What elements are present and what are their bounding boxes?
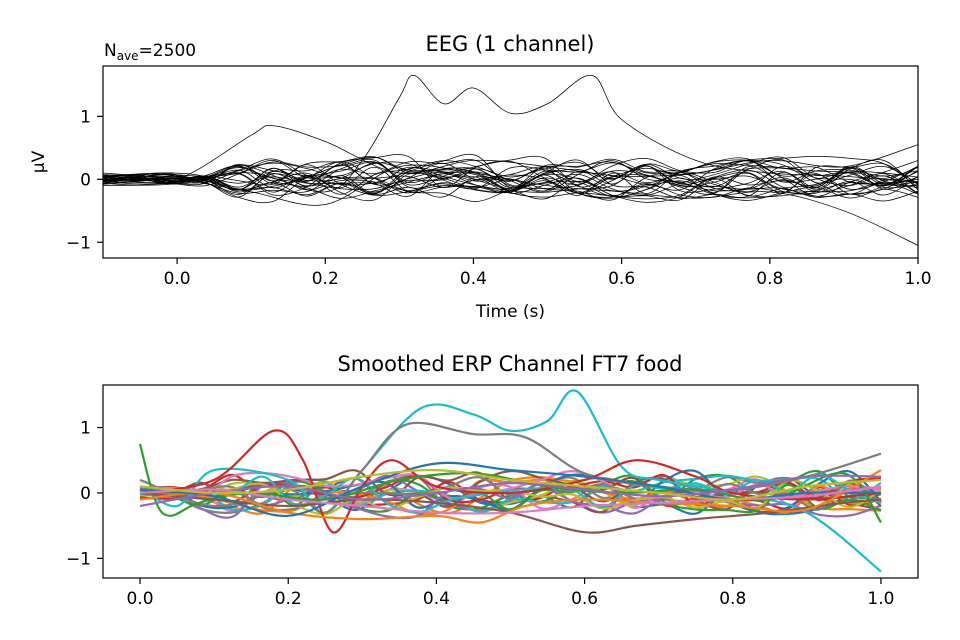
series-line-2 bbox=[139, 429, 882, 534]
trace-line bbox=[103, 160, 918, 194]
trace-line bbox=[103, 161, 918, 196]
trace-line bbox=[139, 473, 882, 514]
x-tick-label: 0.6 bbox=[571, 589, 598, 609]
trace-line bbox=[103, 162, 918, 198]
eeg-x-axis-label: Time (s) bbox=[475, 302, 545, 322]
eeg-title: EEG (1 channel) bbox=[425, 32, 594, 56]
trace-line bbox=[103, 156, 918, 192]
trace-line bbox=[103, 163, 918, 193]
erp-title: Smoothed ERP Channel FT7 food bbox=[337, 352, 682, 376]
erp-ticks: 0.0 0.2 0.4 0.6 0.8 1.0 1 0 −1 bbox=[66, 419, 895, 609]
x-tick-label: 0.4 bbox=[460, 269, 487, 289]
x-tick-label: 0.2 bbox=[312, 269, 339, 289]
series-line-3 bbox=[138, 443, 882, 524]
trace-line bbox=[139, 476, 882, 512]
trace-line bbox=[103, 159, 918, 196]
y-tick-label: 1 bbox=[80, 419, 91, 439]
series-line-9 bbox=[139, 468, 882, 501]
nave-prefix: N bbox=[104, 41, 117, 61]
eeg-ticks: 0.0 0.2 0.4 0.6 0.8 1.0 1 0 −1 bbox=[66, 107, 932, 289]
x-tick-label: 1.0 bbox=[867, 589, 894, 609]
y-tick-label: −1 bbox=[66, 233, 91, 253]
nave-subscript: ave bbox=[117, 49, 139, 63]
eeg-y-axis-label: µV bbox=[29, 150, 49, 173]
series-line-0 bbox=[103, 75, 918, 193]
erp-axes-frame bbox=[102, 384, 919, 579]
nave-value: =2500 bbox=[139, 41, 197, 61]
nave-annotation: Nave=2500 bbox=[104, 41, 196, 63]
y-tick-label: 0 bbox=[80, 170, 91, 190]
x-tick-label: 0.8 bbox=[719, 589, 746, 609]
trace-line bbox=[103, 156, 918, 196]
series-line-0 bbox=[139, 389, 882, 573]
series-line-8 bbox=[139, 485, 882, 515]
x-tick-label: 0.8 bbox=[756, 269, 783, 289]
trace-line bbox=[103, 159, 918, 195]
series-line-1 bbox=[103, 125, 918, 186]
erp-traces bbox=[138, 389, 882, 573]
x-tick-label: 0.2 bbox=[275, 589, 302, 609]
series-line-7 bbox=[139, 474, 882, 508]
eeg-panel: EEG (1 channel) Nave=2500 0.0 0.2 0.4 0.6 0.… bbox=[29, 32, 932, 322]
eeg-traces bbox=[103, 75, 918, 246]
y-tick-label: 1 bbox=[80, 107, 91, 127]
y-tick-label: −1 bbox=[66, 549, 91, 569]
trace-line bbox=[103, 172, 918, 202]
trace-line bbox=[103, 158, 918, 197]
eeg-axes-frame bbox=[102, 65, 919, 259]
x-tick-label: 1.0 bbox=[904, 269, 931, 289]
y-tick-label: 0 bbox=[80, 484, 91, 504]
series-line-2 bbox=[103, 164, 918, 246]
series-line-4 bbox=[139, 491, 882, 534]
x-tick-label: 0.6 bbox=[608, 269, 635, 289]
erp-panel: Smoothed ERP Channel FT7 food 0.0 0.2 0.4 0… bbox=[66, 352, 919, 609]
x-tick-label: 0.0 bbox=[127, 589, 154, 609]
x-tick-label: 0.4 bbox=[423, 589, 450, 609]
x-tick-label: 0.0 bbox=[164, 269, 191, 289]
trace-line bbox=[103, 155, 918, 194]
